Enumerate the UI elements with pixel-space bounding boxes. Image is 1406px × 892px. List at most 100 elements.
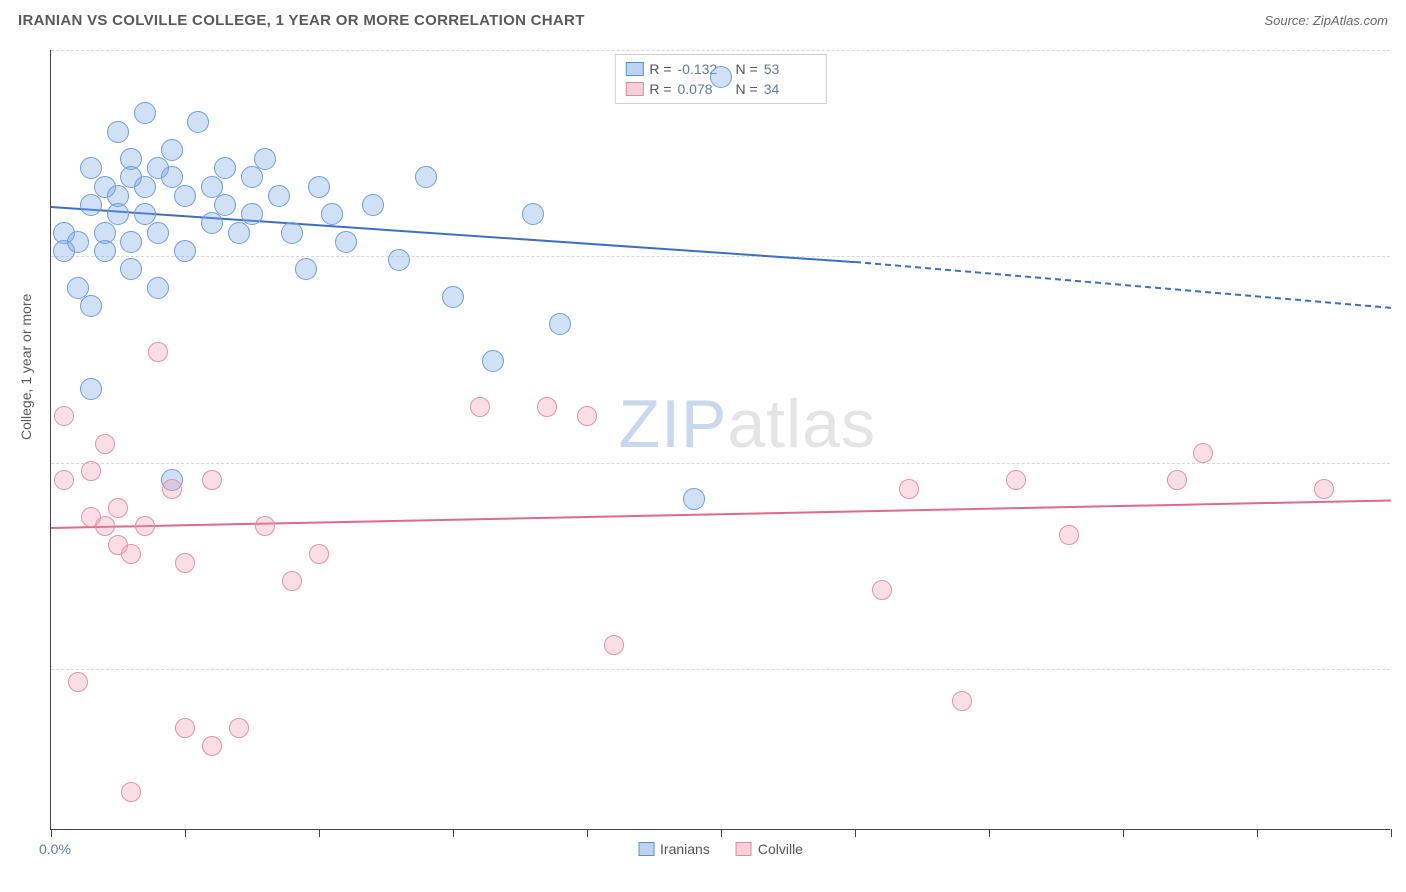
data-point xyxy=(54,470,74,490)
data-point xyxy=(120,231,142,253)
data-point xyxy=(415,166,437,188)
x-tick xyxy=(1257,829,1258,837)
data-point xyxy=(107,203,129,225)
data-point xyxy=(95,516,115,536)
data-point xyxy=(134,102,156,124)
data-point xyxy=(254,148,276,170)
data-point xyxy=(95,434,115,454)
n-label: N = xyxy=(736,81,758,97)
data-point xyxy=(214,194,236,216)
data-point xyxy=(174,185,196,207)
r-label: R = xyxy=(649,61,671,77)
data-point xyxy=(268,185,290,207)
trend-line xyxy=(51,206,855,263)
data-point xyxy=(442,286,464,308)
legend: Iranians Colville xyxy=(638,841,803,857)
x-tick xyxy=(453,829,454,837)
x-tick xyxy=(1123,829,1124,837)
data-point xyxy=(202,736,222,756)
data-point xyxy=(295,258,317,280)
chart-title: IRANIAN VS COLVILLE COLLEGE, 1 YEAR OR M… xyxy=(18,12,585,29)
data-point xyxy=(121,782,141,802)
legend-swatch-iranians xyxy=(638,842,654,856)
legend-item-colville: Colville xyxy=(736,841,803,857)
data-point xyxy=(308,176,330,198)
x-tick xyxy=(51,829,52,837)
watermark-prefix: ZIP xyxy=(619,386,728,462)
data-point xyxy=(522,203,544,225)
data-point xyxy=(241,166,263,188)
data-point xyxy=(120,258,142,280)
gridline xyxy=(51,256,1390,257)
legend-swatch-colville xyxy=(736,842,752,856)
legend-item-iranians: Iranians xyxy=(638,841,710,857)
data-point xyxy=(80,194,102,216)
data-point xyxy=(577,406,597,426)
data-point xyxy=(161,139,183,161)
data-point xyxy=(54,406,74,426)
data-point xyxy=(241,203,263,225)
data-point xyxy=(281,222,303,244)
data-point xyxy=(68,672,88,692)
trend-line xyxy=(51,500,1391,530)
data-point xyxy=(321,203,343,225)
data-point xyxy=(1006,470,1026,490)
data-point xyxy=(710,66,732,88)
data-point xyxy=(872,580,892,600)
data-point xyxy=(952,691,972,711)
legend-label-colville: Colville xyxy=(758,841,803,857)
watermark-suffix: atlas xyxy=(727,386,876,462)
data-point xyxy=(67,231,89,253)
n-value-iranians: 53 xyxy=(764,61,816,77)
r-label: R = xyxy=(649,81,671,97)
data-point xyxy=(135,516,155,536)
data-point xyxy=(108,498,128,518)
data-point xyxy=(202,470,222,490)
data-point xyxy=(899,479,919,499)
watermark: ZIPatlas xyxy=(619,385,876,463)
scatter-plot-area: ZIPatlas R = -0.132 N = 53 R = 0.078 N =… xyxy=(50,50,1390,830)
data-point xyxy=(214,157,236,179)
data-point xyxy=(683,488,705,510)
data-point xyxy=(81,461,101,481)
gridline xyxy=(51,50,1390,51)
data-point xyxy=(482,350,504,372)
data-point xyxy=(187,111,209,133)
n-value-colville: 34 xyxy=(764,81,816,97)
data-point xyxy=(470,397,490,417)
data-point xyxy=(147,222,169,244)
data-point xyxy=(537,397,557,417)
data-point xyxy=(362,194,384,216)
data-point xyxy=(201,212,223,234)
data-point xyxy=(148,342,168,362)
data-point xyxy=(175,718,195,738)
data-point xyxy=(255,516,275,536)
trend-line xyxy=(855,261,1391,309)
legend-label-iranians: Iranians xyxy=(660,841,710,857)
x-tick xyxy=(319,829,320,837)
swatch-iranians xyxy=(625,62,643,76)
gridline xyxy=(51,463,1390,464)
x-tick xyxy=(721,829,722,837)
data-point xyxy=(1314,479,1334,499)
gridline xyxy=(51,669,1390,670)
data-point xyxy=(134,176,156,198)
data-point xyxy=(80,378,102,400)
x-tick xyxy=(989,829,990,837)
data-point xyxy=(1167,470,1187,490)
data-point xyxy=(282,571,302,591)
x-axis-min-label: 0.0% xyxy=(39,841,71,857)
n-label: N = xyxy=(736,61,758,77)
x-tick xyxy=(587,829,588,837)
data-point xyxy=(121,544,141,564)
data-point xyxy=(1059,525,1079,545)
data-point xyxy=(309,544,329,564)
data-point xyxy=(604,635,624,655)
data-point xyxy=(549,313,571,335)
data-point xyxy=(228,222,250,244)
swatch-colville xyxy=(625,82,643,96)
data-point xyxy=(388,249,410,271)
x-tick xyxy=(1391,829,1392,837)
data-point xyxy=(107,121,129,143)
data-point xyxy=(174,240,196,262)
